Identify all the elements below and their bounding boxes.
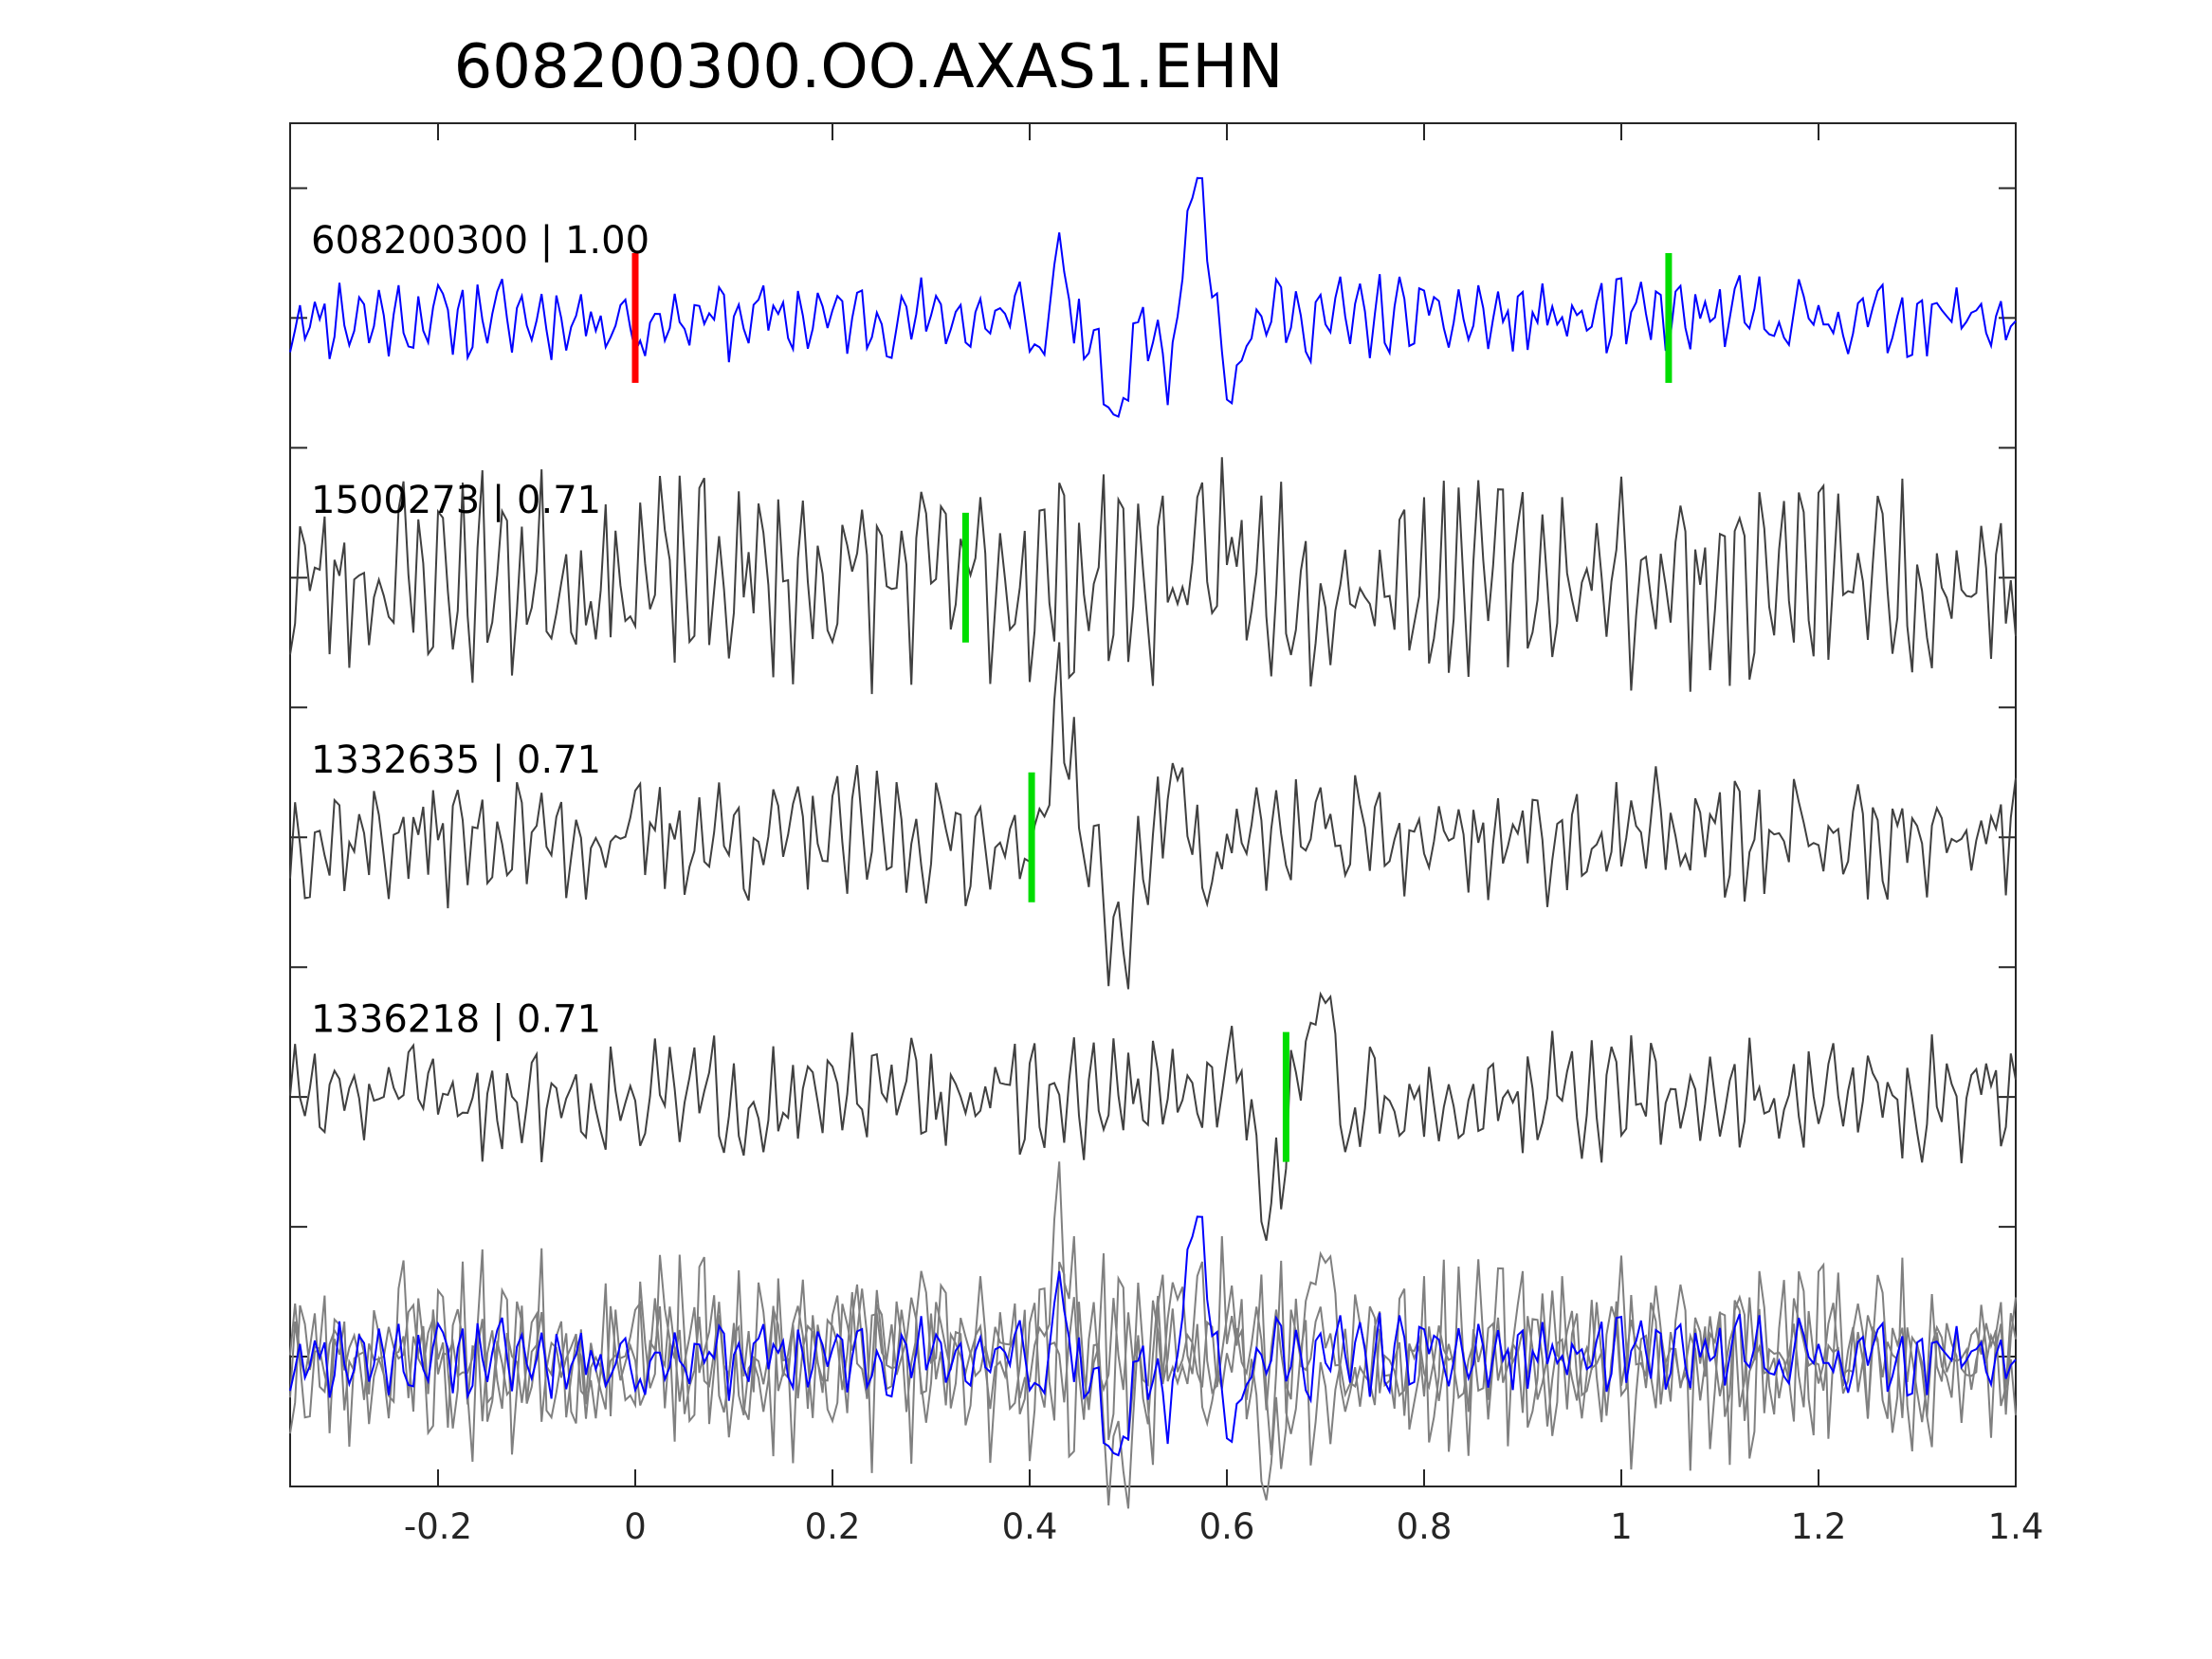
x-tick-label: 0.2 [805,1506,861,1547]
chart-title: 608200300.OO.AXAS1.EHN [454,32,1284,102]
x-tick-labels: -0.2 0 0.2 0.4 0.6 0.8 1 1.2 1.4 [404,1506,2044,1547]
axes-box [289,122,2017,1487]
x-tick-label: 0 [624,1506,647,1547]
trace-line-1336218 [289,991,2017,1241]
plot-area [289,176,2017,1509]
trace-labels: 608200300 | 1.00 1500273 | 0.71 1332635 | … [311,219,649,1042]
x-tick-label: 0.8 [1397,1506,1453,1547]
overlay-line-1336218 [289,1250,2017,1501]
trace-line-608200300 [289,176,2017,418]
x-tick-label: -0.2 [404,1506,472,1547]
axes-frame [289,122,2017,1487]
overlay-line-608200300 [289,1215,2017,1457]
trace-line-1332635 [289,642,2017,990]
x-tick-label: 1.2 [1791,1506,1847,1547]
x-tick-label: 0.4 [1002,1506,1058,1547]
x-tick-label: 1 [1610,1506,1633,1547]
x-tick-label: 0.6 [1199,1506,1255,1547]
trace-label-1336218: 1336218 | 0.71 [311,998,601,1042]
trace-label-1500273: 1500273 | 0.71 [311,479,601,522]
trace-label-608200300: 608200300 | 1.00 [311,219,649,263]
x-tick-label: 1.4 [1988,1506,2044,1547]
trace-label-1332635: 1332635 | 0.71 [311,738,601,782]
trace-line-1500273 [289,457,2017,695]
overlay-line-1500273 [289,1235,2017,1473]
x-ticks [437,123,2017,1486]
